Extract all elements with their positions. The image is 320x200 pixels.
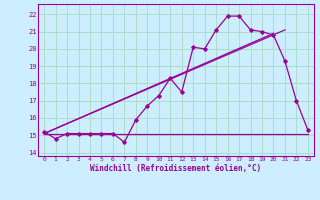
X-axis label: Windchill (Refroidissement éolien,°C): Windchill (Refroidissement éolien,°C) bbox=[91, 164, 261, 173]
